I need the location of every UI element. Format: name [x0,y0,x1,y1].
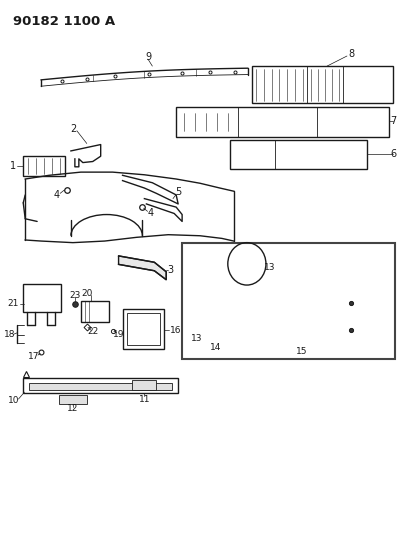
Bar [23,284,61,312]
Text: 10: 10 [8,396,19,405]
Bar [59,395,87,405]
Text: 22: 22 [87,327,98,336]
Bar [280,143,361,166]
Text: 5: 5 [175,187,181,197]
Text: 2: 2 [70,124,76,134]
Text: 21: 21 [8,299,19,308]
Bar [176,108,389,136]
Text: 8: 8 [348,50,354,59]
Bar [244,111,315,133]
Bar [29,383,172,390]
Text: 18: 18 [4,330,16,339]
Bar [252,66,393,103]
Bar [230,140,367,169]
Text: 14: 14 [210,343,222,352]
Text: 15: 15 [296,347,307,356]
Text: 9: 9 [145,52,152,62]
Text: 7: 7 [390,116,397,126]
Text: 13: 13 [191,334,202,343]
Bar [182,243,395,359]
Bar [132,381,156,390]
Bar [180,111,236,133]
Text: 23: 23 [69,291,80,300]
Bar [323,111,383,133]
Text: 1: 1 [10,161,16,171]
Text: 4: 4 [54,190,60,200]
Bar [23,156,65,176]
Bar [23,378,178,393]
Text: 16: 16 [170,326,182,335]
Bar [347,71,387,98]
Bar [122,309,164,349]
Text: 11: 11 [139,394,150,403]
Bar [234,143,274,166]
Text: 13: 13 [264,263,275,272]
Text: 19: 19 [113,330,124,339]
Text: 90182 1100 A: 90182 1100 A [13,14,116,28]
Bar [81,301,109,322]
Text: 6: 6 [390,149,397,159]
Text: 4: 4 [147,208,154,219]
Bar [126,313,160,345]
Text: 17: 17 [28,352,40,361]
Text: 20: 20 [81,288,92,297]
Text: 3: 3 [167,265,173,274]
Polygon shape [118,256,166,280]
Text: 12: 12 [67,404,78,413]
